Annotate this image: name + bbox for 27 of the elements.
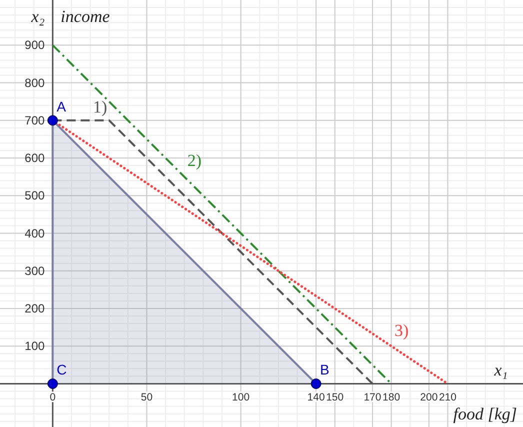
x-tick-label: 200 — [420, 392, 438, 404]
data-label: B — [320, 362, 330, 378]
y-tick-label: 900 — [24, 38, 45, 52]
y-tick-label: 200 — [24, 301, 45, 316]
series-label: 1) — [92, 97, 108, 116]
annotation: x₁ — [493, 360, 508, 380]
x-tick-label: 210 — [438, 392, 457, 404]
series-label: 3) — [394, 321, 409, 340]
x-tick-label: 100 — [232, 392, 250, 404]
y-tick-label: 500 — [24, 188, 45, 203]
y-tick-label: 700 — [24, 113, 45, 128]
y-tick-label: 400 — [24, 226, 45, 240]
y-tick-label: 600 — [24, 151, 45, 166]
y-tick-label: 300 — [24, 264, 45, 278]
x-tick-label: 150 — [326, 392, 344, 404]
x-tick-label: 170 — [364, 392, 382, 404]
x-axis-title: food [kg] — [453, 404, 517, 424]
x-tick-label: 180 — [382, 392, 400, 404]
y-axis-title: income — [60, 7, 110, 26]
data-label: A — [56, 98, 67, 114]
series-label: 2) — [187, 150, 202, 170]
x-tick-label: 140 — [307, 392, 325, 404]
annotation: x₂ — [30, 7, 45, 26]
x-tick-label: 50 — [140, 392, 153, 404]
y-tick-label: 100 — [24, 339, 45, 354]
data-label: C — [56, 362, 67, 378]
y-tick-label: 800 — [24, 76, 45, 90]
